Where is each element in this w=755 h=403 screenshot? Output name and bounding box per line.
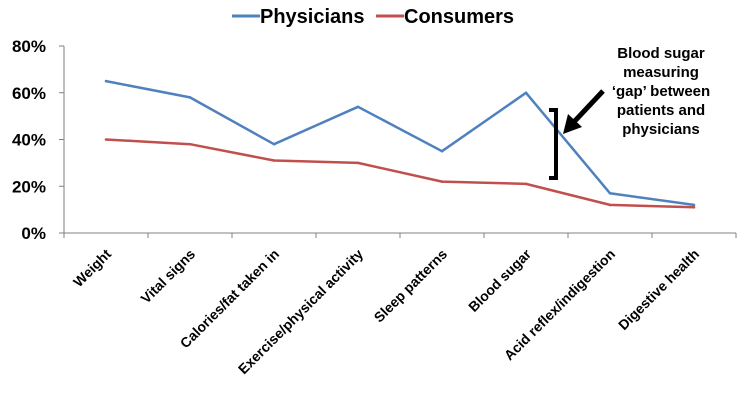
data-point: [692, 205, 696, 209]
gap-bracket: [549, 108, 558, 180]
gap-annotation: Blood sugar measuring ‘gap’ between patient…: [549, 45, 710, 180]
data-point: [692, 203, 696, 207]
data-point: [272, 159, 276, 162]
data-point: [440, 180, 444, 183]
legend-label: Consumers: [404, 6, 514, 28]
data-point: [440, 149, 444, 153]
series-consumers: [104, 138, 696, 209]
series-line: [105, 138, 695, 209]
annotation-arrowhead: [563, 114, 582, 134]
x-category-label: Weight: [70, 246, 114, 290]
data-point: [356, 161, 360, 165]
annotation-line: physicians: [622, 121, 700, 138]
x-category-label: Blood sugar: [465, 245, 534, 314]
annotation-arrow-shaft: [570, 89, 605, 126]
data-point: [524, 182, 528, 186]
data-point: [104, 79, 108, 83]
legend-label: Physicians: [260, 6, 365, 28]
y-tick-label: 60%: [12, 84, 46, 103]
data-point: [188, 142, 192, 146]
data-point: [188, 96, 192, 99]
y-axis-ticks: 0% 20% 40% 60% 80%: [12, 37, 64, 243]
annotation-line: ‘gap’ between: [612, 83, 710, 100]
y-tick-label: 80%: [12, 37, 46, 56]
series-lines: [104, 79, 696, 209]
data-point: [356, 105, 360, 109]
y-tick-label: 20%: [12, 177, 46, 196]
data-point: [608, 203, 612, 207]
annotation-line: patients and: [617, 102, 705, 119]
annotation-line: Blood sugar: [617, 45, 705, 62]
x-category-label: Vital signs: [137, 246, 198, 307]
x-category-label: Digestive health: [615, 246, 702, 333]
series-physicians: [104, 79, 696, 207]
data-point: [272, 142, 276, 146]
series-line: [105, 79, 695, 207]
data-point: [104, 138, 108, 141]
x-category-label: Sleep patterns: [371, 246, 451, 326]
legend: Physicians Consumers: [232, 6, 514, 28]
annotation-line: measuring: [623, 64, 699, 81]
data-point: [524, 91, 528, 95]
data-point: [608, 191, 612, 195]
y-tick-label: 0%: [21, 224, 46, 243]
y-tick-label: 40%: [12, 131, 46, 150]
annotation-text: Blood sugar measuring ‘gap’ between patient…: [612, 45, 710, 138]
